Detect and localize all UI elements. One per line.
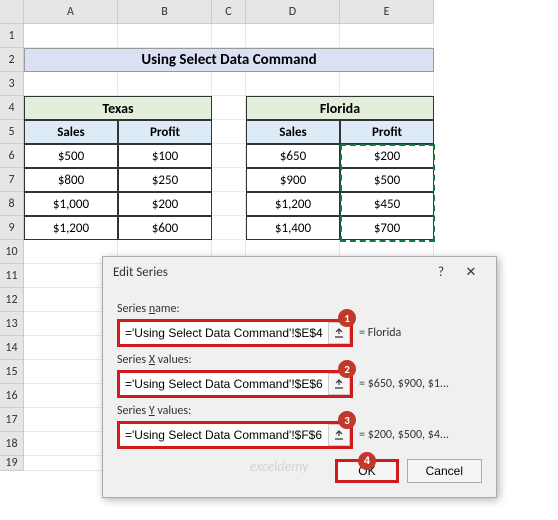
row-header[interactable]: 12 — [0, 288, 24, 312]
row-header[interactable]: 11 — [0, 264, 24, 288]
data-cell[interactable]: $800 — [24, 168, 118, 192]
data-cell[interactable]: $900 — [246, 168, 340, 192]
col-header-sales[interactable]: Sales — [24, 120, 118, 144]
col-header[interactable]: D — [246, 0, 340, 24]
series-name-label: Series name: — [117, 302, 482, 316]
col-header[interactable]: C — [212, 0, 246, 24]
col-header[interactable]: A — [24, 0, 118, 24]
col-header-profit[interactable]: Profit — [118, 120, 212, 144]
cell[interactable] — [212, 72, 246, 96]
cell[interactable] — [118, 24, 212, 48]
dialog-body: Series name: 1 = Florida Series X values… — [103, 288, 496, 497]
cell[interactable] — [212, 144, 246, 168]
selection-marquee — [341, 145, 434, 241]
col-header-sales[interactable]: Sales — [246, 120, 340, 144]
data-cell[interactable]: $650 — [246, 144, 340, 168]
data-cell[interactable]: $500 — [24, 144, 118, 168]
series-name-row: 1 = Florida — [117, 319, 482, 347]
badge-1: 1 — [338, 309, 356, 327]
cell[interactable] — [212, 168, 246, 192]
data-cell[interactable]: $600 — [118, 216, 212, 240]
dialog-title-text: Edit Series — [113, 265, 426, 280]
series-x-result: = $650, $900, $1... — [359, 377, 482, 391]
row-header[interactable]: 15 — [0, 360, 24, 384]
col-header-profit[interactable]: Profit — [340, 120, 434, 144]
badge-2: 2 — [338, 360, 356, 378]
cell[interactable] — [118, 72, 212, 96]
row-header[interactable]: 7 — [0, 168, 24, 192]
data-cell[interactable]: $1,200 — [246, 192, 340, 216]
row-header[interactable]: 4 — [0, 96, 24, 120]
data-cell[interactable]: $200 — [118, 192, 212, 216]
corner-cell — [0, 0, 24, 24]
row-header[interactable]: 17 — [0, 408, 24, 432]
row-header[interactable]: 10 — [0, 240, 24, 264]
col-header[interactable]: E — [340, 0, 434, 24]
data-cell[interactable]: $1,400 — [246, 216, 340, 240]
row-header[interactable]: 19 — [0, 456, 24, 471]
data-cell[interactable]: $1,200 — [24, 216, 118, 240]
row-header[interactable]: 8 — [0, 192, 24, 216]
edit-series-dialog: Edit Series ? ✕ Series name: 1 = Florida… — [102, 256, 497, 498]
row-header[interactable]: 5 — [0, 120, 24, 144]
series-y-row: 3 = $200, $500, $4... — [117, 421, 482, 449]
region-header-texas[interactable]: Texas — [24, 96, 212, 120]
cell[interactable] — [246, 24, 340, 48]
series-y-input[interactable] — [120, 425, 328, 445]
row-header[interactable]: 16 — [0, 384, 24, 408]
series-name-result: = Florida — [359, 326, 482, 340]
row-header[interactable]: 9 — [0, 216, 24, 240]
cell[interactable] — [340, 72, 434, 96]
col-header[interactable]: B — [118, 0, 212, 24]
row-header[interactable]: 2 — [0, 48, 24, 72]
data-cell[interactable]: $100 — [118, 144, 212, 168]
dialog-buttons: OK 4 Cancel — [117, 459, 482, 483]
series-y-label: Series Y values: — [117, 404, 482, 418]
dialog-titlebar[interactable]: Edit Series ? ✕ — [103, 257, 496, 288]
series-x-input-wrap — [117, 370, 353, 398]
series-y-result: = $200, $500, $4... — [359, 428, 482, 442]
row-header[interactable]: 3 — [0, 72, 24, 96]
row-header[interactable]: 6 — [0, 144, 24, 168]
series-name-input-wrap — [117, 319, 353, 347]
row-header[interactable]: 14 — [0, 336, 24, 360]
series-x-label: Series X values: — [117, 353, 482, 367]
badge-3: 3 — [338, 411, 356, 429]
cell[interactable] — [212, 96, 246, 120]
row-header[interactable]: 13 — [0, 312, 24, 336]
data-cell[interactable]: $1,000 — [24, 192, 118, 216]
region-header-florida[interactable]: Florida — [246, 96, 434, 120]
cell[interactable] — [340, 24, 434, 48]
ok-button[interactable]: OK 4 — [335, 459, 398, 483]
series-y-input-wrap — [117, 421, 353, 449]
series-x-input[interactable] — [120, 374, 328, 394]
help-button[interactable]: ? — [426, 265, 456, 280]
close-button[interactable]: ✕ — [456, 265, 486, 280]
row-header[interactable]: 18 — [0, 432, 24, 456]
cell[interactable] — [212, 192, 246, 216]
cell[interactable] — [212, 24, 246, 48]
series-x-row: 2 = $650, $900, $1... — [117, 370, 482, 398]
data-cell[interactable]: $250 — [118, 168, 212, 192]
row-header[interactable]: 1 — [0, 24, 24, 48]
cell[interactable] — [24, 24, 118, 48]
cell[interactable] — [246, 72, 340, 96]
title-cell[interactable]: Using Select Data Command — [24, 48, 434, 72]
cell[interactable] — [212, 120, 246, 144]
cancel-button[interactable]: Cancel — [407, 459, 482, 483]
series-name-input[interactable] — [120, 323, 328, 343]
cell[interactable] — [212, 216, 246, 240]
cell[interactable] — [24, 72, 118, 96]
badge-4: 4 — [358, 452, 376, 470]
